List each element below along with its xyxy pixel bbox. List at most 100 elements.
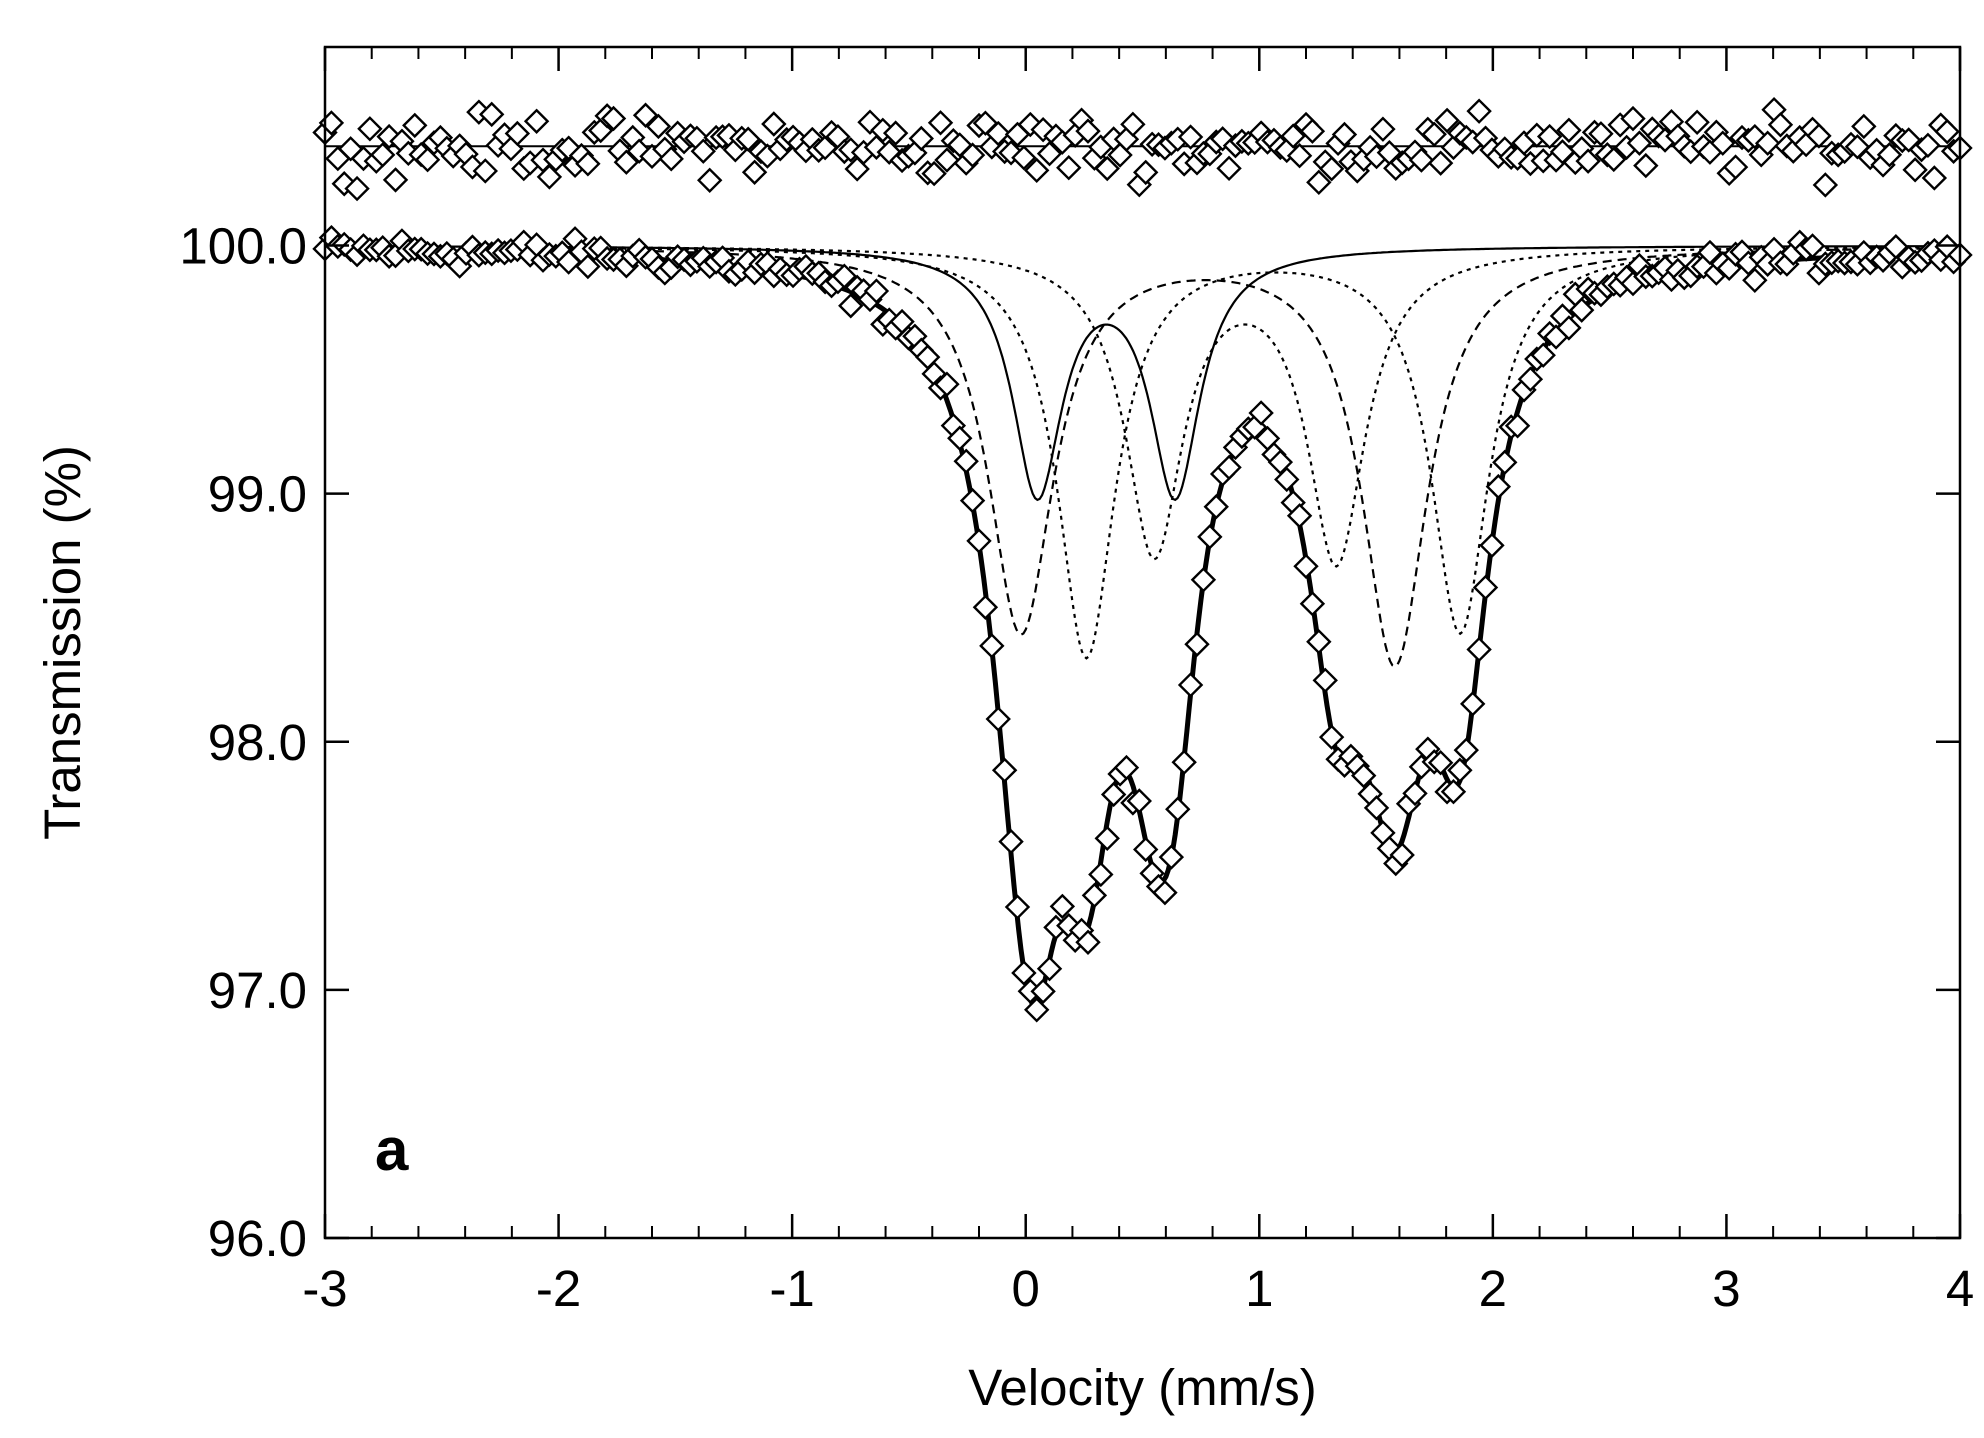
residual-point	[382, 167, 409, 193]
x-axis-title: Velocity (mm/s)	[968, 1359, 1317, 1416]
y-tick-label: 96.0	[208, 1210, 307, 1267]
x-tick-label: 1	[1245, 1260, 1273, 1317]
spectrum-point	[1556, 315, 1582, 341]
residual-point	[575, 151, 601, 177]
spectrum-point	[1036, 956, 1063, 982]
residual-point	[479, 101, 505, 128]
residual-point	[1620, 105, 1646, 132]
spectrum-point	[1248, 400, 1274, 426]
residual-point	[1575, 148, 1601, 174]
spectrum-point	[1299, 591, 1326, 617]
residual-point	[1915, 132, 1941, 159]
residual-point	[357, 116, 383, 142]
residual-point	[1056, 155, 1082, 181]
residual-point	[1851, 113, 1877, 140]
residual-point	[1812, 172, 1839, 198]
spectrum-point	[1184, 631, 1210, 657]
spectrum-point	[1504, 413, 1531, 439]
spectrum-point	[953, 448, 979, 474]
spectrum-point	[1274, 466, 1300, 493]
spectrum-point	[1472, 574, 1499, 601]
residual-point	[1094, 155, 1120, 182]
residual-point	[1626, 130, 1653, 156]
residual-point	[1921, 165, 1948, 191]
residual-point	[1556, 117, 1582, 143]
residual-point	[1633, 152, 1659, 179]
spectrum-point	[1479, 532, 1505, 559]
residual-point	[1133, 159, 1159, 186]
component-curve-doublet-dotted-a	[325, 245, 1961, 660]
spectrum-point	[1569, 297, 1595, 323]
spectrum-point	[1197, 524, 1223, 550]
spectrum-point	[947, 425, 973, 451]
spectrum-point	[1306, 628, 1332, 655]
component-curve-doublet-dotted-b	[325, 245, 1961, 568]
residual-point	[1075, 118, 1101, 144]
spectrum-point	[1883, 234, 1909, 260]
data-points	[312, 96, 1973, 1023]
spectrum-point	[838, 293, 864, 319]
spectrum-point	[831, 263, 858, 289]
y-axis-title: Transmission (%)	[34, 445, 91, 840]
spectrum-point	[1216, 454, 1242, 481]
spectrum-point	[1126, 788, 1152, 814]
spectrum-point	[1492, 449, 1518, 476]
residual-point	[504, 120, 531, 147]
spectrum-point	[1081, 882, 1108, 909]
residual-point	[1011, 145, 1037, 171]
residual-point	[947, 132, 973, 158]
spectrum-point	[1030, 978, 1056, 1005]
plot-frame	[323, 45, 1962, 1240]
spectrum-point	[1203, 494, 1229, 520]
spectrum-point	[1190, 567, 1217, 593]
spectrum-point	[1049, 893, 1076, 920]
spectrum-point	[1427, 749, 1454, 776]
residual-point	[632, 102, 659, 128]
residual-point	[1684, 109, 1710, 135]
x-tick-label: 0	[1012, 1260, 1040, 1317]
residual-point	[1306, 169, 1332, 196]
spectrum-point	[1453, 737, 1479, 763]
residual-point	[1427, 150, 1454, 176]
spectrum-point	[972, 594, 999, 620]
spectrum-point	[1389, 842, 1415, 868]
spectrum-point	[863, 278, 890, 304]
residual-point	[370, 142, 396, 168]
residual-point	[1209, 126, 1236, 152]
spectrum-point	[1293, 553, 1319, 580]
y-tick-label: 100.0	[179, 218, 307, 275]
spectrum-point	[1133, 836, 1159, 863]
x-tick-label: -1	[769, 1260, 814, 1317]
spectrum-point	[998, 828, 1024, 855]
x-tick-label: -3	[302, 1260, 347, 1317]
residual-point	[1536, 123, 1563, 150]
spectrum-point	[1312, 667, 1338, 694]
residual-point	[1120, 111, 1146, 138]
residual-point	[658, 146, 684, 172]
spectrum-point	[1011, 960, 1037, 986]
spectrum-point	[966, 528, 992, 554]
residual-point	[1177, 124, 1204, 150]
residual-point	[459, 154, 486, 180]
residual-point	[761, 111, 787, 137]
spectrum-point	[985, 706, 1011, 732]
spectrum-point	[1697, 239, 1723, 266]
axis-labels: -3 -2 -1 0 1 2 3 4 96.0 97.0 98.0 99.0 100.0 Velocity…	[34, 218, 1974, 1417]
residual-point	[1280, 123, 1306, 149]
residual-point	[690, 138, 716, 164]
x-tick-label: 4	[1946, 1260, 1974, 1317]
residual-point	[1601, 146, 1627, 173]
spectrum-point	[979, 633, 1005, 659]
residual-point	[1902, 157, 1928, 183]
spectrum-point	[1171, 749, 1197, 775]
spectrum-point	[991, 757, 1018, 783]
residual-point	[1331, 121, 1358, 148]
component-curve-doublet-dashed	[325, 246, 1961, 668]
residual-point	[344, 175, 370, 202]
spectrum-point	[1466, 636, 1492, 663]
residual-point	[1286, 142, 1313, 169]
residual-point	[735, 126, 761, 152]
residual-point	[882, 120, 909, 146]
residual-point	[1466, 98, 1492, 124]
